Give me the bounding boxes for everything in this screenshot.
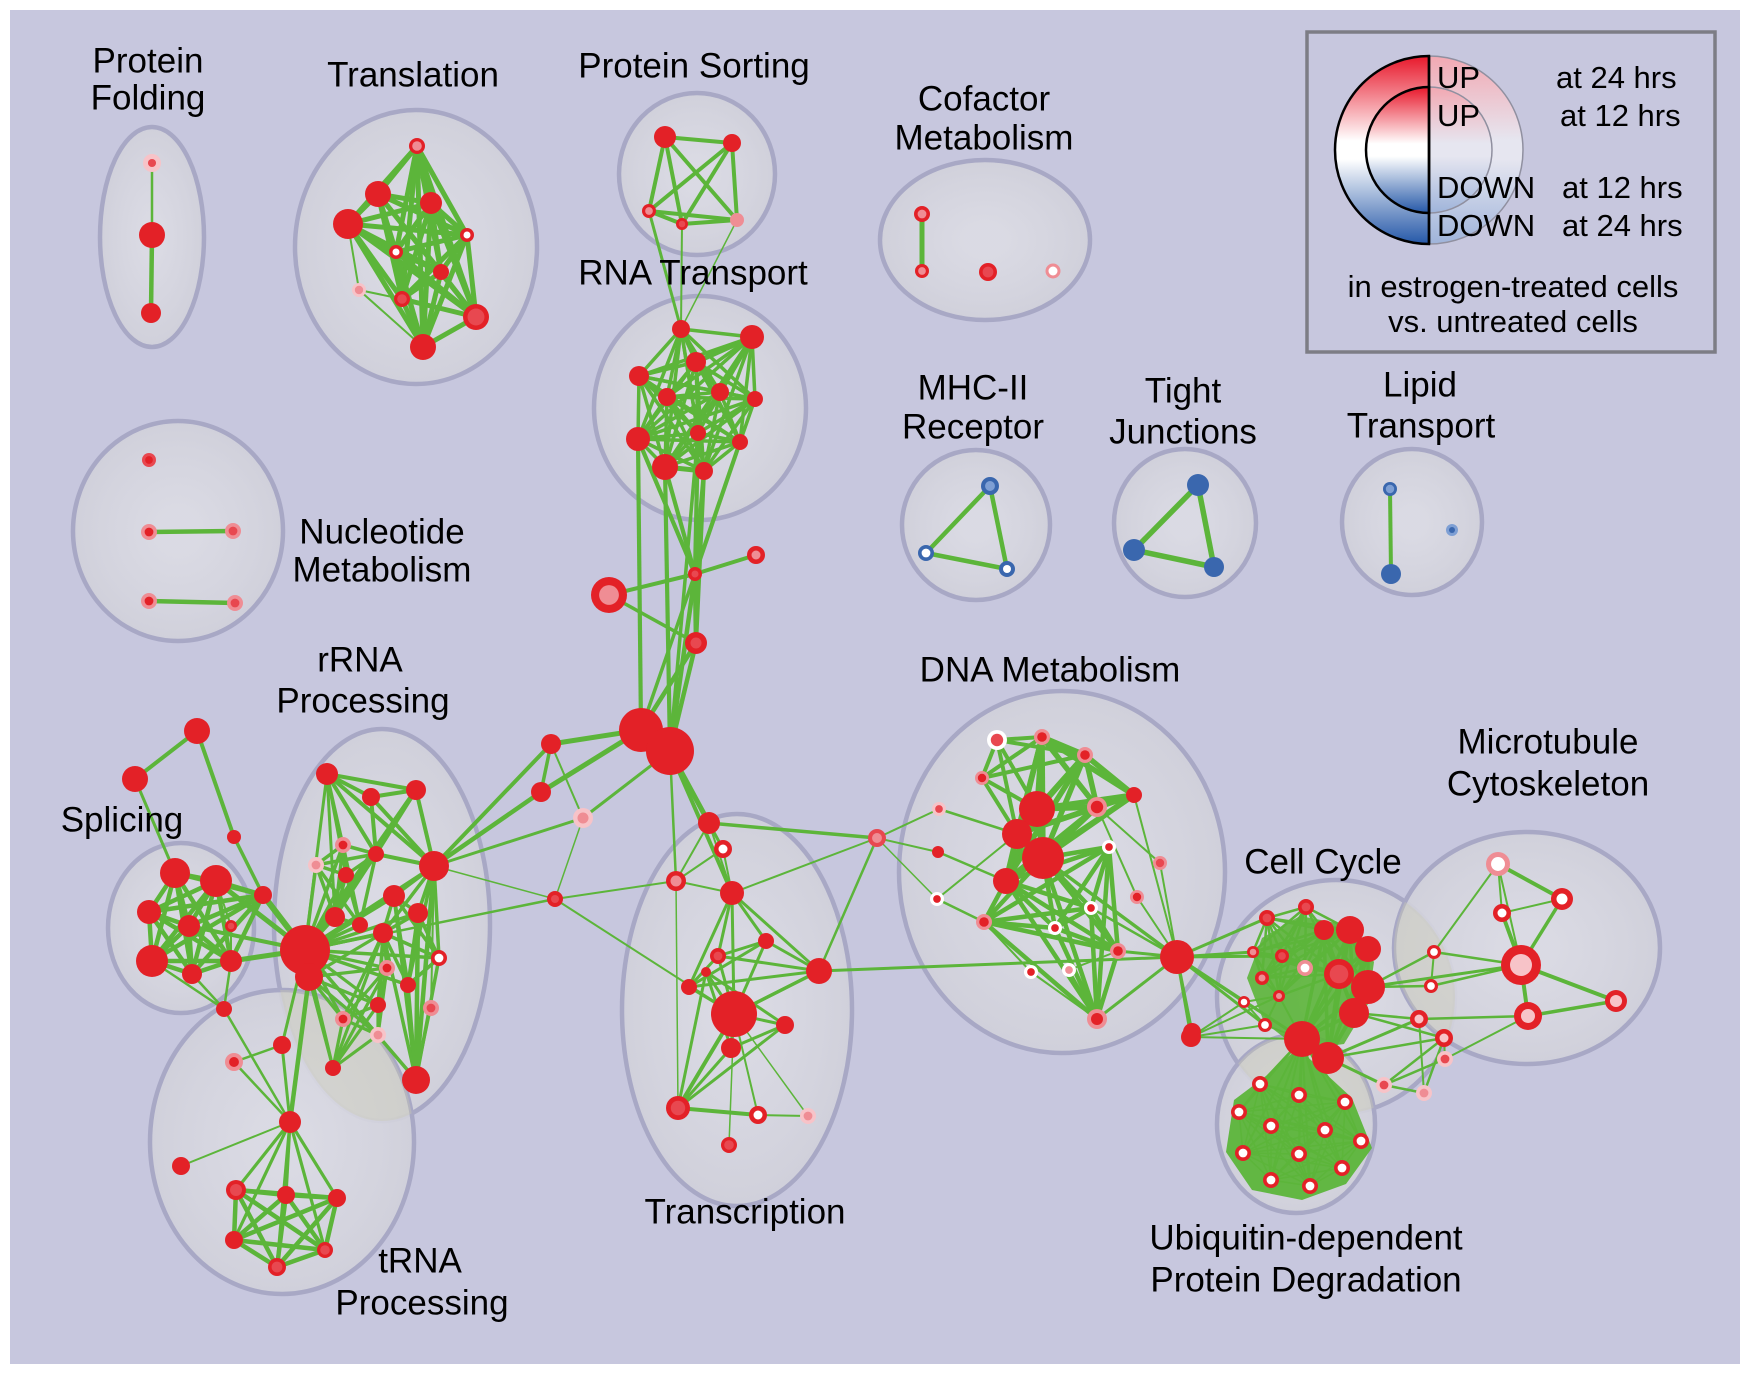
svg-text:Receptor: Receptor [902, 407, 1044, 446]
svg-text:Protein Sorting: Protein Sorting [578, 46, 810, 85]
svg-text:at 12 hrs: at 12 hrs [1560, 98, 1681, 133]
svg-text:Tight: Tight [1145, 371, 1222, 410]
svg-text:Lipid: Lipid [1383, 365, 1457, 404]
svg-text:Processing: Processing [276, 681, 449, 720]
svg-text:Transcription: Transcription [645, 1192, 846, 1231]
svg-text:in estrogen-treated cells: in estrogen-treated cells [1348, 269, 1679, 304]
svg-text:Protein Degradation: Protein Degradation [1150, 1260, 1461, 1299]
svg-text:MHC-II: MHC-II [918, 368, 1029, 407]
svg-text:Folding: Folding [91, 78, 206, 117]
svg-text:Translation: Translation [327, 55, 499, 94]
svg-text:DOWN: DOWN [1437, 208, 1535, 243]
svg-text:Protein: Protein [93, 41, 204, 80]
svg-text:DOWN: DOWN [1437, 170, 1535, 205]
svg-text:tRNA: tRNA [378, 1241, 462, 1280]
svg-text:at 12 hrs: at 12 hrs [1562, 170, 1683, 205]
svg-text:RNA Transport: RNA Transport [578, 253, 808, 292]
svg-text:UP: UP [1437, 60, 1480, 95]
svg-text:Nucleotide: Nucleotide [299, 512, 464, 551]
svg-text:Metabolism: Metabolism [293, 550, 472, 589]
svg-text:rRNA: rRNA [317, 640, 403, 679]
svg-text:Cofactor: Cofactor [918, 79, 1051, 118]
svg-text:Junctions: Junctions [1109, 412, 1257, 451]
svg-text:DNA Metabolism: DNA Metabolism [920, 650, 1181, 689]
svg-text:at 24 hrs: at 24 hrs [1562, 208, 1683, 243]
svg-text:Cell Cycle: Cell Cycle [1244, 842, 1402, 881]
svg-text:Metabolism: Metabolism [895, 118, 1074, 157]
svg-text:Processing: Processing [335, 1283, 508, 1322]
svg-text:vs. untreated cells: vs. untreated cells [1388, 304, 1638, 339]
svg-text:Cytoskeleton: Cytoskeleton [1447, 764, 1649, 803]
svg-text:Transport: Transport [1347, 406, 1496, 445]
svg-text:Microtubule: Microtubule [1458, 722, 1639, 761]
svg-text:UP: UP [1437, 98, 1480, 133]
svg-text:Splicing: Splicing [61, 800, 184, 839]
svg-text:Ubiquitin-dependent: Ubiquitin-dependent [1149, 1218, 1463, 1257]
svg-text:at 24 hrs: at 24 hrs [1556, 60, 1677, 95]
